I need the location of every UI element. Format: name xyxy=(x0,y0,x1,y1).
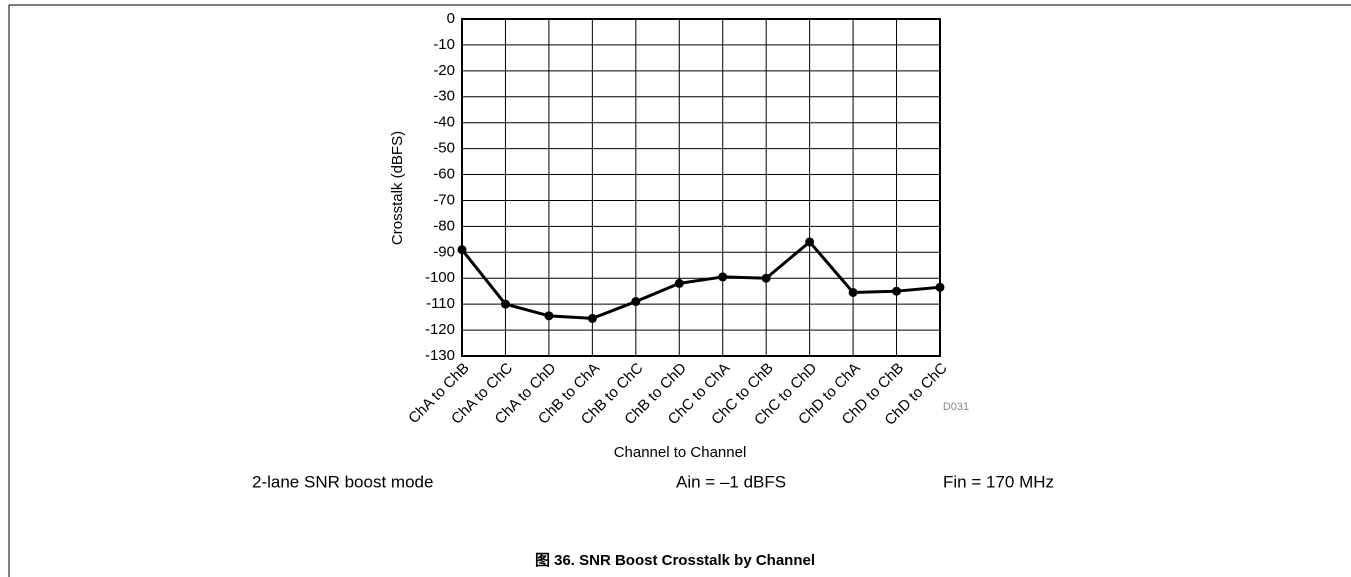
note: Fin = 170 MHz xyxy=(943,472,1054,491)
data-point xyxy=(457,245,467,255)
y-tick-label: -60 xyxy=(433,166,455,183)
y-tick-label: -110 xyxy=(426,295,455,312)
figure-code: D031 xyxy=(943,401,969,413)
y-tick-label: -120 xyxy=(425,321,455,338)
note: 2-lane SNR boost mode xyxy=(252,472,433,491)
data-point xyxy=(500,299,510,309)
data-point xyxy=(674,278,684,288)
y-tick-label: -10 xyxy=(433,36,455,53)
caption: 图 36. SNR Boost Crosstalk by Channel xyxy=(535,552,815,569)
data-point xyxy=(631,297,641,307)
y-tick-label: 0 xyxy=(447,10,455,27)
note: Ain = –1 dBFS xyxy=(676,472,786,491)
data-point xyxy=(805,237,815,247)
data-point xyxy=(544,311,554,321)
y-tick-label: -130 xyxy=(425,347,455,364)
y-tick-label: -90 xyxy=(433,243,455,260)
data-point xyxy=(935,282,945,292)
y-tick-label: -70 xyxy=(433,191,455,208)
y-tick-label: -40 xyxy=(433,114,455,131)
y-axis-label: Crosstalk (dBFS) xyxy=(389,131,406,245)
data-point xyxy=(587,313,597,323)
x-axis-label: Channel to Channel xyxy=(614,444,747,461)
y-tick-label: -80 xyxy=(433,217,455,234)
y-tick-label: -20 xyxy=(433,62,455,79)
y-tick-label: -100 xyxy=(425,269,455,286)
data-point xyxy=(718,272,728,282)
y-tick-label: -50 xyxy=(433,140,455,157)
data-line xyxy=(460,240,941,320)
data-point xyxy=(848,287,858,297)
y-tick-label: -30 xyxy=(433,88,455,105)
data-point xyxy=(761,273,771,283)
plot-frame xyxy=(461,18,941,357)
data-point xyxy=(892,286,902,296)
